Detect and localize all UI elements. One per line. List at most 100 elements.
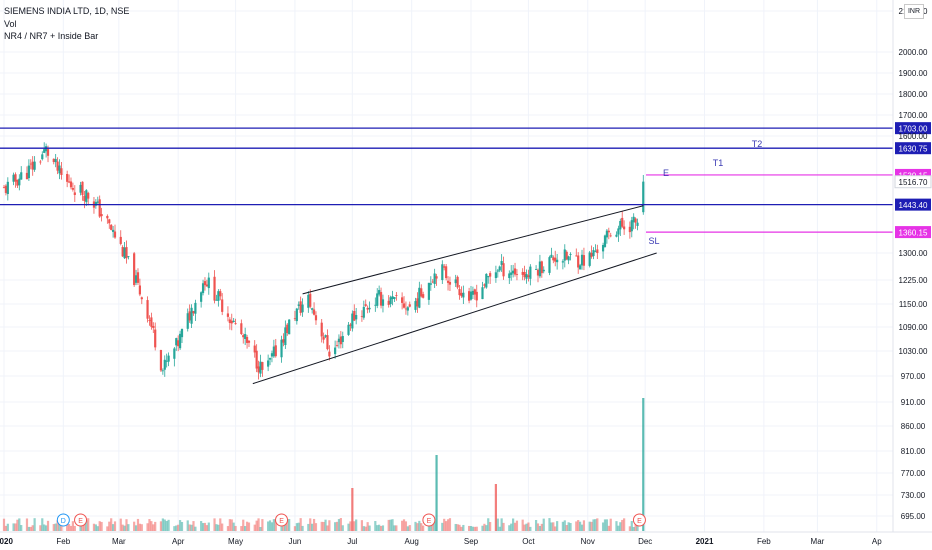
candle-body	[221, 299, 224, 312]
volume-bar	[642, 398, 645, 531]
volume-bar	[272, 519, 275, 531]
candle-body	[467, 291, 471, 301]
candle-body	[253, 345, 256, 353]
volume-bar	[136, 518, 140, 531]
candle-body	[416, 298, 419, 307]
candle-body	[617, 228, 620, 235]
candle-body	[247, 340, 251, 343]
volume-bar	[247, 522, 251, 531]
candle-body	[601, 245, 605, 252]
y-tick-label: 810.00	[901, 447, 926, 456]
candle-body	[259, 361, 262, 374]
symbol-title: SIEMENS INDIA LTD, 1D, NSE	[4, 6, 130, 16]
volume-indicator-label[interactable]: Vol	[4, 19, 17, 29]
candle-body	[496, 270, 499, 272]
candle-body	[165, 360, 168, 362]
candle-body	[448, 282, 452, 285]
candle-body	[401, 297, 404, 303]
volume-bar	[245, 521, 249, 531]
volume-bar	[538, 525, 542, 531]
candle-body	[173, 348, 176, 359]
volume-bar	[567, 522, 570, 531]
volume-bar	[508, 525, 511, 531]
volume-layer	[2, 398, 645, 531]
candle-body	[512, 270, 515, 274]
candle-body	[159, 350, 163, 371]
volume-bar	[580, 524, 584, 531]
candle-body	[2, 187, 6, 189]
candle-body	[20, 172, 23, 180]
volume-bar	[515, 520, 519, 531]
volume-bar	[267, 521, 270, 531]
volume-bar	[366, 522, 369, 531]
candle-body	[106, 215, 109, 219]
candle-body	[605, 230, 609, 238]
level-price-tag	[895, 226, 931, 239]
candle-body	[406, 307, 409, 311]
candle-body	[280, 339, 283, 358]
candle-body	[550, 254, 553, 258]
volume-bar	[630, 521, 633, 531]
volume-bar	[534, 520, 538, 531]
level-price-label: 1703.00	[899, 125, 928, 134]
candle-body	[376, 293, 379, 306]
volume-bar	[98, 521, 101, 531]
level-annotation: SL	[648, 236, 659, 246]
volume-bar	[67, 524, 71, 531]
volume-bar	[353, 521, 356, 531]
volume-bar	[58, 522, 61, 531]
volume-bar	[406, 526, 409, 531]
candle-body	[98, 199, 101, 217]
candle-body	[188, 311, 191, 321]
candle-body	[58, 165, 61, 174]
volume-bar	[527, 522, 530, 531]
volume-bar	[60, 524, 63, 531]
candle-body	[347, 324, 350, 335]
candle-body	[527, 275, 530, 278]
candle-body	[177, 340, 180, 347]
volume-bar	[111, 524, 115, 531]
dividend-marker-label: D	[61, 518, 66, 525]
volume-bar	[108, 521, 111, 531]
candle-body	[387, 300, 390, 305]
candle-body	[536, 269, 540, 276]
nr-indicator-label[interactable]: NR4 / NR7 + Inside Bar	[4, 31, 99, 41]
candle-body	[215, 299, 218, 301]
volume-bar	[167, 519, 170, 531]
volume-bar	[460, 526, 463, 531]
volume-bar	[217, 524, 220, 531]
candle-body	[456, 276, 459, 288]
candle-body	[339, 336, 342, 345]
candle-body	[580, 254, 584, 266]
candle-body	[445, 266, 448, 279]
volume-bar	[364, 526, 367, 531]
volume-bar	[16, 519, 19, 531]
volume-bar	[150, 521, 153, 531]
candle-body	[513, 268, 517, 275]
candle-body	[29, 163, 32, 165]
volume-bar	[119, 518, 122, 531]
candle-body	[579, 265, 582, 270]
y-tick-label: 2000.00	[899, 48, 928, 57]
candle-body	[127, 256, 130, 258]
candle-body	[592, 250, 595, 257]
volume-bar	[471, 526, 475, 531]
currency-badge[interactable]: INR	[904, 4, 924, 19]
candle-body	[150, 317, 153, 327]
x-tick-label: Ap	[872, 537, 882, 546]
volume-bar	[395, 525, 398, 531]
candle-body	[94, 202, 97, 206]
candle-body	[219, 291, 222, 297]
candle-body	[534, 269, 538, 270]
volume-bar	[309, 518, 312, 531]
volume-bar	[54, 523, 57, 531]
volume-bar	[402, 519, 406, 531]
candle-body	[154, 329, 157, 348]
candle-body	[190, 307, 193, 324]
volume-bar	[146, 523, 149, 531]
y-tick-label: 970.00	[901, 372, 926, 381]
candle-body	[632, 216, 635, 223]
candle-body	[148, 320, 151, 321]
